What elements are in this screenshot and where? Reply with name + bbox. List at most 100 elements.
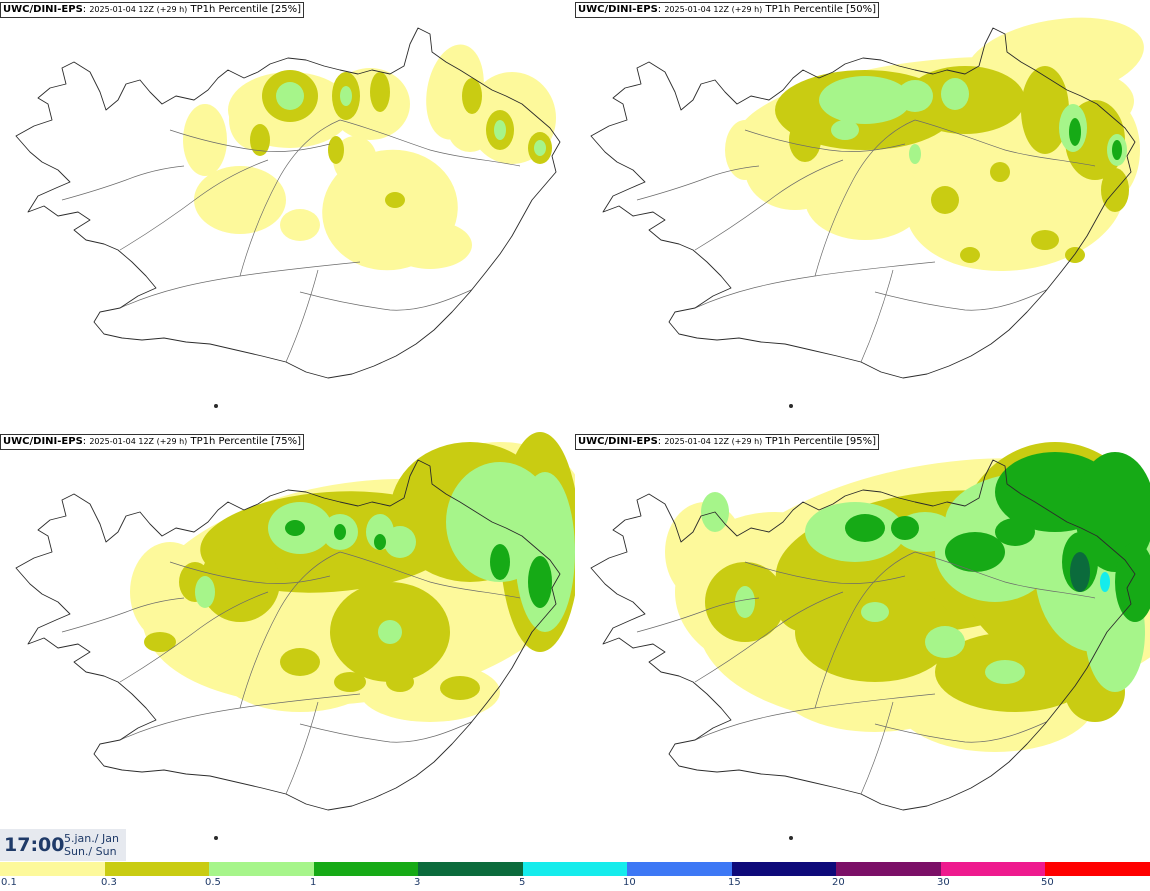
road-line: [694, 591, 844, 683]
precip-contour: [494, 120, 506, 140]
precip-contour: [1112, 140, 1122, 160]
precip-contour: [534, 140, 546, 156]
legend-label: 1: [310, 877, 317, 888]
precip-contour: [891, 516, 919, 540]
precip-contour: [388, 221, 472, 269]
road-network: [61, 551, 521, 795]
road-line: [636, 165, 760, 201]
map-panel-p50: UWC/DINI-EPS: 2025-01-04 12Z (+29 h) TP1…: [575, 0, 1150, 432]
legend-swatch: [209, 862, 314, 876]
road-line: [814, 551, 916, 709]
precip-contour: [280, 648, 320, 676]
precip-contour: [144, 632, 176, 652]
precip-contour: [1075, 452, 1150, 572]
panel-title: UWC/DINI-EPS: 2025-01-04 12Z (+29 h) TP1…: [575, 434, 880, 450]
map-canvas: [590, 442, 1150, 840]
road-line: [299, 717, 481, 743]
product-name: TP1h Percentile [50%]: [765, 4, 877, 15]
precip-contour: [333, 136, 377, 184]
road-line: [239, 119, 341, 277]
precip-contour: [725, 120, 765, 180]
legend-label: 15: [728, 877, 741, 888]
precip-contour: [440, 676, 480, 700]
legend-label: 50: [1041, 877, 1054, 888]
precip-contour: [819, 76, 911, 124]
precip-contour: [334, 672, 366, 692]
road-line: [860, 701, 894, 795]
precip-contour: [735, 586, 755, 618]
precip-contour: [276, 82, 304, 110]
product-name: TP1h Percentile [75%]: [190, 436, 302, 447]
precip-contour: [456, 518, 484, 546]
precip-contour: [280, 209, 320, 241]
precipitation-field: [665, 442, 1150, 752]
road-line: [874, 285, 1056, 311]
coastline: [15, 27, 561, 379]
precip-contour: [385, 192, 405, 208]
legend-swatch: [0, 862, 105, 876]
precip-contour: [745, 130, 845, 210]
legend-swatch: [731, 862, 837, 876]
legend-label: 0.1: [1, 877, 17, 888]
road-line: [694, 261, 936, 309]
precip-contour: [941, 78, 969, 110]
precip-contour: [909, 144, 921, 164]
road-line: [914, 119, 1096, 167]
precip-contour: [200, 542, 280, 622]
legend-label: 0.5: [205, 877, 221, 888]
precip-contour: [285, 520, 305, 536]
legend-swatch: [104, 862, 210, 876]
valid-time-box: 17:00 5.jan./ Jan Sun./ Sun: [0, 829, 126, 861]
legend-label: 30: [937, 877, 950, 888]
legend-label: 5: [519, 877, 526, 888]
model-name: UWC/DINI-EPS: [3, 436, 83, 447]
map-canvas: [15, 27, 561, 408]
map-canvas: [15, 432, 575, 840]
legend-swatch: [940, 862, 1046, 876]
run-time: 2025-01-04 12Z (+29 h): [664, 437, 763, 446]
precipitation-field: [130, 432, 575, 722]
vestmannaeyjar-island: [214, 404, 218, 408]
road-line: [119, 159, 269, 251]
precip-contour: [960, 247, 980, 263]
road-network: [636, 551, 1096, 795]
precip-contour: [340, 86, 352, 106]
precip-contour: [995, 518, 1035, 546]
road-line: [285, 701, 319, 795]
road-line: [61, 165, 185, 201]
legend-swatch: [522, 862, 628, 876]
precip-contour: [384, 526, 416, 558]
map-canvas: [590, 17, 1144, 408]
precipitation-field: [183, 44, 556, 271]
run-time: 2025-01-04 12Z (+29 h): [664, 5, 763, 14]
valid-weekday: Sun./ Sun: [64, 845, 117, 858]
legend-label: 20: [832, 877, 845, 888]
road-network: [636, 119, 1096, 363]
precip-contour: [905, 129, 1125, 271]
color-legend-bar: [0, 862, 1150, 876]
legend-swatch: [418, 862, 523, 876]
precip-contour: [789, 118, 821, 162]
coastline: [590, 27, 1136, 379]
color-legend-labels: 0.1 0.3 0.5 1 3 5 10 15 20 30 50: [0, 877, 1150, 891]
road-line: [169, 561, 331, 584]
road-line: [339, 119, 521, 167]
road-line: [694, 693, 936, 741]
precip-contour: [1070, 552, 1090, 592]
road-line: [914, 551, 1096, 599]
precip-contour: [194, 166, 286, 234]
road-line: [860, 269, 894, 363]
precip-contour: [861, 602, 889, 622]
panel-title: UWC/DINI-EPS: 2025-01-04 12Z (+29 h) TP1…: [575, 2, 880, 18]
road-line: [299, 285, 481, 311]
road-line: [285, 269, 319, 363]
panel-title: UWC/DINI-EPS: 2025-01-04 12Z (+29 h) TP1…: [0, 2, 305, 18]
precip-contour: [490, 544, 510, 580]
road-line: [119, 693, 361, 741]
road-line: [636, 597, 760, 633]
precip-contour: [374, 534, 386, 550]
precip-contour: [845, 514, 885, 542]
precip-contour: [945, 532, 1005, 572]
legend-label: 0.3: [101, 877, 117, 888]
vestmannaeyjar-island: [789, 836, 793, 840]
